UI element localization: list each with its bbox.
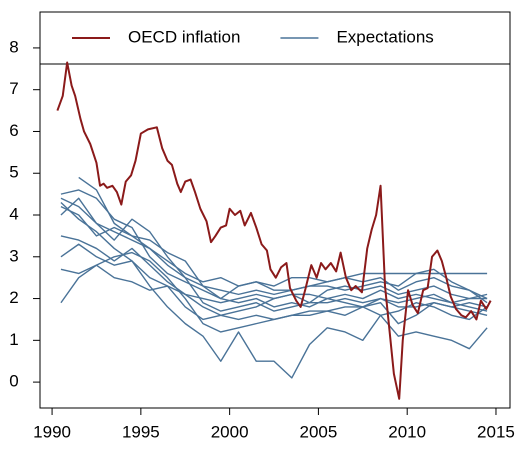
series-line	[60, 189, 488, 300]
legend-label: OECD inflation	[128, 27, 240, 46]
x-tick-label: 1990	[33, 422, 71, 441]
x-tick-label: 2015	[477, 422, 515, 441]
x-tick-label: 2000	[211, 422, 249, 441]
y-tick-label: 4	[9, 204, 18, 223]
y-tick-label: 2	[9, 288, 18, 307]
y-tick-label: 7	[9, 79, 18, 98]
x-tick-label: 2005	[299, 422, 337, 441]
y-tick-label: 8	[9, 37, 18, 56]
y-tick-label: 6	[9, 121, 18, 140]
legend-label: Expectations	[336, 27, 433, 46]
y-tick-label: 5	[9, 163, 18, 182]
series-line	[60, 235, 488, 316]
x-tick-label: 2010	[388, 422, 426, 441]
plot-box	[39, 11, 511, 409]
series-line	[56, 61, 492, 400]
series-line	[60, 206, 488, 308]
series-line	[60, 201, 488, 379]
y-tick-label: 1	[9, 330, 18, 349]
legend: OECD inflation Expectations	[40, 27, 510, 65]
series-line	[60, 197, 488, 300]
y-tick-label: 0	[9, 372, 18, 391]
series-line	[78, 176, 488, 304]
series-line	[60, 197, 488, 312]
x-tick-label: 1995	[122, 422, 160, 441]
y-tick-label: 3	[9, 246, 18, 265]
series-line	[60, 251, 488, 333]
